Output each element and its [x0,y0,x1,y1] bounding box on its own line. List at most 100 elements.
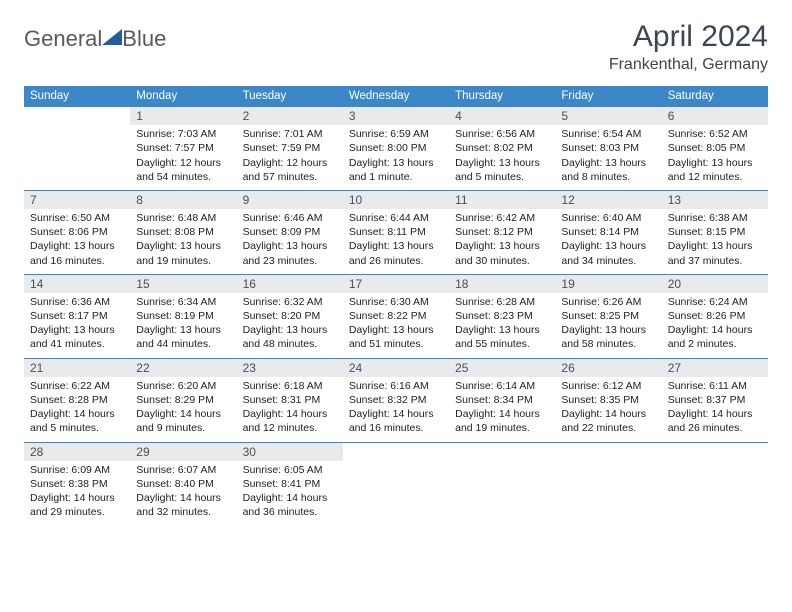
sunrise-text: Sunrise: 6:46 AM [243,211,337,225]
sunrise-text: Sunrise: 6:50 AM [30,211,124,225]
calendar-cell: 16Sunrise: 6:32 AMSunset: 8:20 PMDayligh… [237,274,343,358]
calendar-cell: 24Sunrise: 6:16 AMSunset: 8:32 PMDayligh… [343,358,449,442]
sunset-text: Sunset: 8:40 PM [136,477,230,491]
daylight-text: Daylight: 13 hours and 51 minutes. [349,323,443,351]
daylight-text: Daylight: 13 hours and 5 minutes. [455,156,549,184]
daylight-text: Daylight: 14 hours and 36 minutes. [243,491,337,519]
sunrise-text: Sunrise: 6:30 AM [349,295,443,309]
calendar-cell: 23Sunrise: 6:18 AMSunset: 8:31 PMDayligh… [237,358,343,442]
day-number: 7 [24,191,130,209]
sunrise-text: Sunrise: 6:52 AM [668,127,762,141]
sunset-text: Sunset: 8:14 PM [561,225,655,239]
calendar-cell: 22Sunrise: 6:20 AMSunset: 8:29 PMDayligh… [130,358,236,442]
daylight-text: Daylight: 13 hours and 19 minutes. [136,239,230,267]
sunrise-text: Sunrise: 6:20 AM [136,379,230,393]
sunset-text: Sunset: 8:28 PM [30,393,124,407]
day-number: 1 [130,107,236,125]
page-title: April 2024 [609,20,768,54]
calendar-cell: 19Sunrise: 6:26 AMSunset: 8:25 PMDayligh… [555,274,661,358]
day-number: 4 [449,107,555,125]
calendar-cell: 7Sunrise: 6:50 AMSunset: 8:06 PMDaylight… [24,190,130,274]
calendar-cell: 27Sunrise: 6:11 AMSunset: 8:37 PMDayligh… [662,358,768,442]
sunset-text: Sunset: 8:12 PM [455,225,549,239]
calendar-cell [662,442,768,525]
calendar-cell: 18Sunrise: 6:28 AMSunset: 8:23 PMDayligh… [449,274,555,358]
daylight-text: Daylight: 13 hours and 44 minutes. [136,323,230,351]
sunrise-text: Sunrise: 6:38 AM [668,211,762,225]
sunset-text: Sunset: 8:38 PM [30,477,124,491]
daylight-text: Daylight: 13 hours and 1 minute. [349,156,443,184]
daylight-text: Daylight: 12 hours and 57 minutes. [243,156,337,184]
day-number: 29 [130,443,236,461]
daylight-text: Daylight: 14 hours and 12 minutes. [243,407,337,435]
sunset-text: Sunset: 8:00 PM [349,141,443,155]
triangle-icon [102,28,122,51]
sunset-text: Sunset: 8:37 PM [668,393,762,407]
sunrise-text: Sunrise: 6:07 AM [136,463,230,477]
brand-part1: General [24,26,102,52]
sunrise-text: Sunrise: 6:32 AM [243,295,337,309]
table-row: 14Sunrise: 6:36 AMSunset: 8:17 PMDayligh… [24,274,768,358]
day-number: 14 [24,275,130,293]
calendar-cell: 3Sunrise: 6:59 AMSunset: 8:00 PMDaylight… [343,107,449,191]
calendar-cell [555,442,661,525]
col-friday: Friday [555,86,661,107]
calendar-cell: 8Sunrise: 6:48 AMSunset: 8:08 PMDaylight… [130,190,236,274]
daylight-text: Daylight: 13 hours and 12 minutes. [668,156,762,184]
sunset-text: Sunset: 8:34 PM [455,393,549,407]
sunrise-text: Sunrise: 6:11 AM [668,379,762,393]
calendar-cell: 30Sunrise: 6:05 AMSunset: 8:41 PMDayligh… [237,442,343,525]
sunset-text: Sunset: 8:35 PM [561,393,655,407]
col-sunday: Sunday [24,86,130,107]
sunrise-text: Sunrise: 6:05 AM [243,463,337,477]
daylight-text: Daylight: 13 hours and 8 minutes. [561,156,655,184]
sunrise-text: Sunrise: 6:28 AM [455,295,549,309]
sunset-text: Sunset: 8:25 PM [561,309,655,323]
day-number: 27 [662,359,768,377]
col-monday: Monday [130,86,236,107]
daylight-text: Daylight: 13 hours and 37 minutes. [668,239,762,267]
daylight-text: Daylight: 14 hours and 22 minutes. [561,407,655,435]
calendar-cell: 12Sunrise: 6:40 AMSunset: 8:14 PMDayligh… [555,190,661,274]
sunset-text: Sunset: 8:32 PM [349,393,443,407]
sunrise-text: Sunrise: 6:24 AM [668,295,762,309]
calendar-cell: 25Sunrise: 6:14 AMSunset: 8:34 PMDayligh… [449,358,555,442]
calendar-cell: 28Sunrise: 6:09 AMSunset: 8:38 PMDayligh… [24,442,130,525]
table-row: 28Sunrise: 6:09 AMSunset: 8:38 PMDayligh… [24,442,768,525]
daylight-text: Daylight: 13 hours and 23 minutes. [243,239,337,267]
calendar-cell: 17Sunrise: 6:30 AMSunset: 8:22 PMDayligh… [343,274,449,358]
sunrise-text: Sunrise: 6:18 AM [243,379,337,393]
day-number: 12 [555,191,661,209]
calendar-cell: 9Sunrise: 6:46 AMSunset: 8:09 PMDaylight… [237,190,343,274]
col-tuesday: Tuesday [237,86,343,107]
calendar-cell: 29Sunrise: 6:07 AMSunset: 8:40 PMDayligh… [130,442,236,525]
location-label: Frankenthal, Germany [609,56,768,74]
calendar-cell [24,107,130,191]
daylight-text: Daylight: 13 hours and 26 minutes. [349,239,443,267]
table-row: 1Sunrise: 7:03 AMSunset: 7:57 PMDaylight… [24,107,768,191]
calendar-head: Sunday Monday Tuesday Wednesday Thursday… [24,86,768,107]
daylight-text: Daylight: 14 hours and 5 minutes. [30,407,124,435]
sunrise-text: Sunrise: 6:12 AM [561,379,655,393]
sunset-text: Sunset: 8:17 PM [30,309,124,323]
day-number: 6 [662,107,768,125]
calendar-cell: 14Sunrise: 6:36 AMSunset: 8:17 PMDayligh… [24,274,130,358]
table-row: 21Sunrise: 6:22 AMSunset: 8:28 PMDayligh… [24,358,768,442]
sunrise-text: Sunrise: 6:54 AM [561,127,655,141]
sunrise-text: Sunrise: 6:16 AM [349,379,443,393]
calendar-cell: 13Sunrise: 6:38 AMSunset: 8:15 PMDayligh… [662,190,768,274]
brand-part2: Blue [122,26,166,52]
day-number: 20 [662,275,768,293]
daylight-text: Daylight: 13 hours and 55 minutes. [455,323,549,351]
day-number: 8 [130,191,236,209]
sunset-text: Sunset: 8:41 PM [243,477,337,491]
daylight-text: Daylight: 13 hours and 41 minutes. [30,323,124,351]
sunrise-text: Sunrise: 6:22 AM [30,379,124,393]
daylight-text: Daylight: 14 hours and 29 minutes. [30,491,124,519]
table-row: 7 Sunrise: 6:50 AMSunset: 8:06 PM Daylight… [24,190,768,274]
daylight-text: Daylight: 12 hours and 54 minutes. [136,156,230,184]
sunset-text: Sunset: 8:06 PM [30,225,124,239]
daylight-text: Daylight: 13 hours and 58 minutes. [561,323,655,351]
day-number: 25 [449,359,555,377]
calendar-cell: 1Sunrise: 7:03 AMSunset: 7:57 PMDaylight… [130,107,236,191]
